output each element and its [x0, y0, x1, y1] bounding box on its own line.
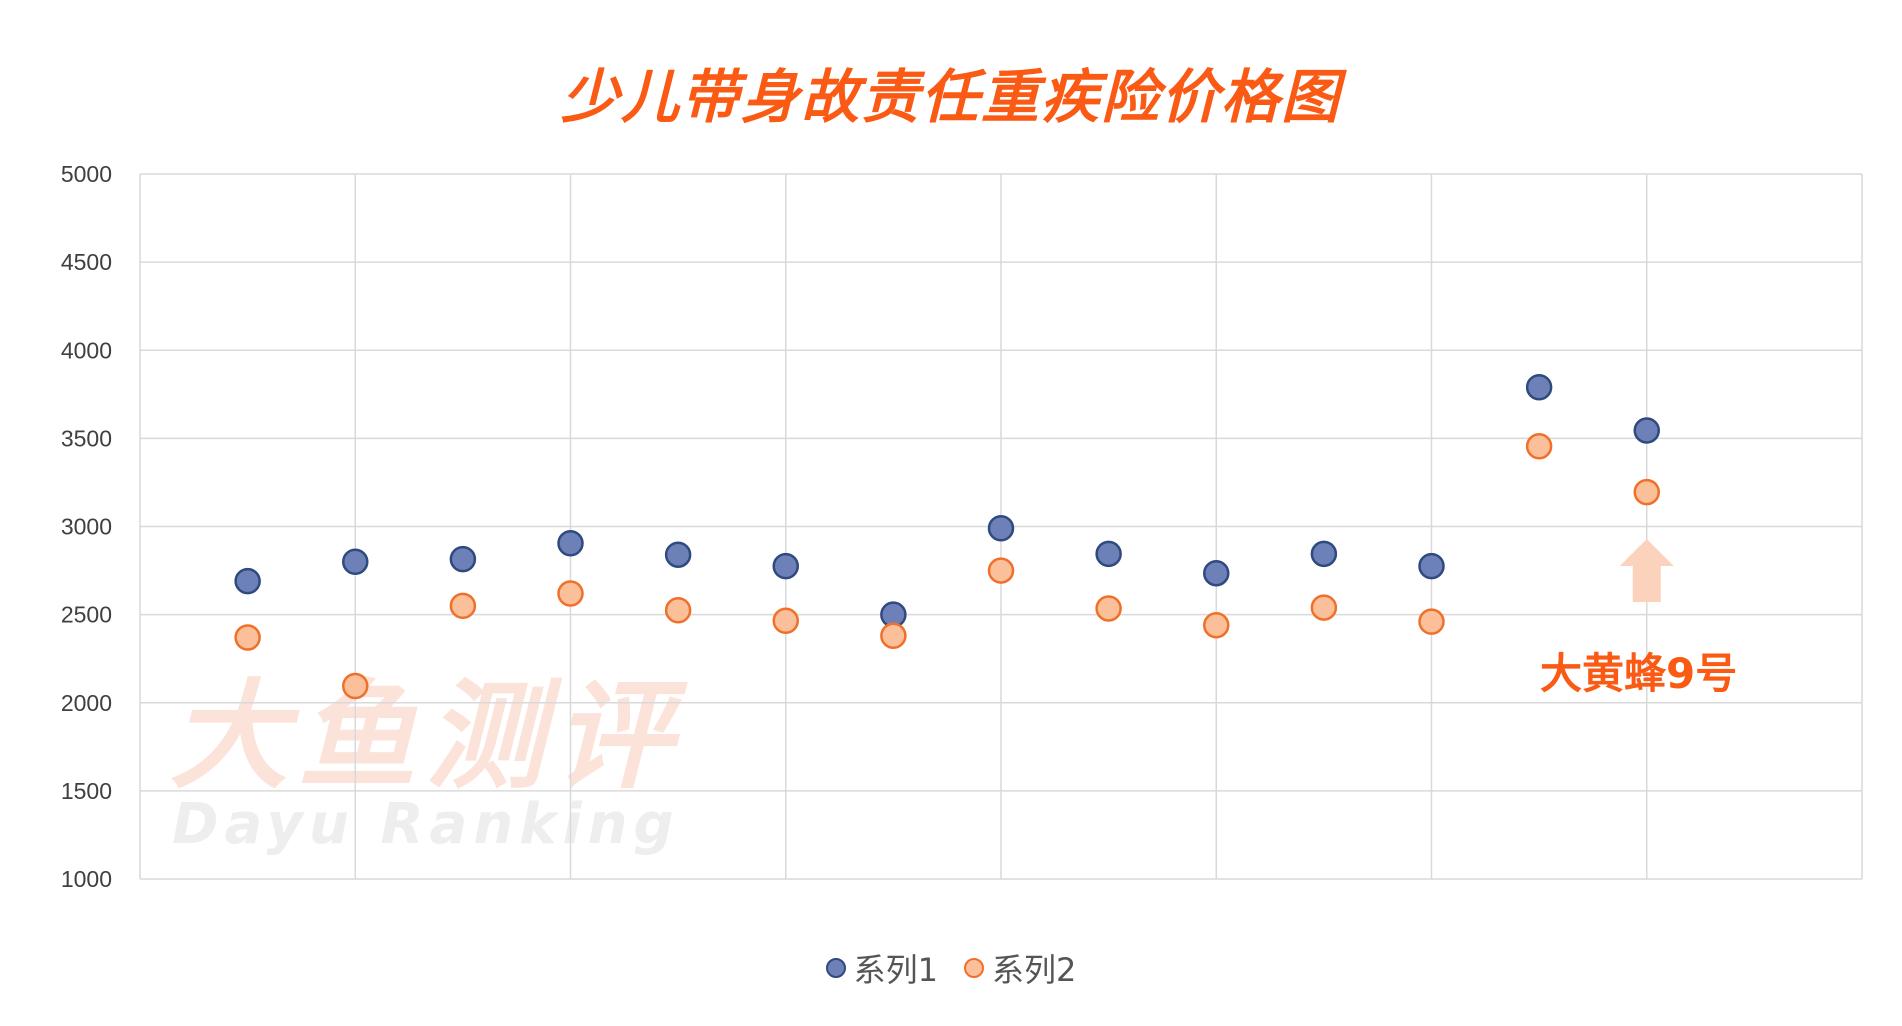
legend-label-series-2: 系列2: [992, 951, 1077, 989]
annotation-arrow: [1619, 539, 1674, 602]
series-1-point[interactable]: [1525, 374, 1553, 401]
series-2-point[interactable]: [234, 624, 261, 651]
series-1-point[interactable]: [1418, 552, 1445, 580]
series-1-point[interactable]: [664, 541, 692, 568]
y-tick-label: 1500: [61, 778, 112, 804]
series-1-point[interactable]: [1310, 540, 1338, 568]
series-1-point[interactable]: [1095, 540, 1122, 568]
y-tick-label: 1000: [61, 866, 112, 892]
legend-marker-series-2: [964, 958, 984, 978]
series-1-point[interactable]: [1203, 559, 1230, 587]
y-tick-label: 3500: [61, 425, 112, 451]
series-2-point[interactable]: [1525, 433, 1553, 460]
series-1-point[interactable]: [1633, 417, 1660, 444]
y-tick-label: 3000: [61, 514, 112, 540]
legend-item-series-1[interactable]: 系列1: [825, 945, 938, 991]
series-1-point[interactable]: [557, 529, 584, 557]
annotation-arrow-layer: [1619, 539, 1674, 602]
legend: 系列1 系列2: [0, 945, 1902, 991]
y-tick-label: 4500: [61, 249, 112, 275]
series-2-point[interactable]: [664, 596, 692, 624]
series-2-point[interactable]: [1095, 595, 1122, 622]
y-tick-label: 5000: [61, 161, 112, 187]
y-tick-label: 2000: [61, 690, 112, 716]
watermark-logo-subtext: Dayu Ranking: [172, 792, 680, 857]
series-2-point[interactable]: [449, 592, 477, 620]
legend-item-series-2[interactable]: 系列2: [964, 945, 1076, 991]
series-2-point[interactable]: [987, 557, 1015, 584]
series-2-point[interactable]: [342, 672, 369, 700]
series-2-point[interactable]: [1633, 478, 1660, 506]
series-1-point[interactable]: [449, 545, 477, 573]
series-2-point[interactable]: [772, 607, 799, 635]
series-1-point[interactable]: [987, 515, 1015, 542]
y-tick-label: 4000: [61, 337, 112, 363]
chart-title: 少儿带身故责任重疾险价格图: [560, 63, 1341, 131]
data-points-layer: [234, 374, 1660, 700]
annotation-label: 大黄蜂9号: [1540, 649, 1738, 698]
y-tick-label: 2500: [61, 602, 112, 628]
legend-marker-series-1: [825, 958, 846, 978]
series-2-point[interactable]: [1203, 611, 1230, 639]
series-2-point[interactable]: [557, 580, 584, 607]
series-2-point[interactable]: [1418, 608, 1445, 635]
series-2-point[interactable]: [880, 622, 907, 650]
watermark-logo-text: 大鱼测评: [170, 667, 683, 805]
series-1-point[interactable]: [772, 552, 799, 580]
series-1-point[interactable]: [342, 548, 369, 575]
y-axis-ticks: 1000 1500 2000 2500 3000 3500 4000 4500 5000: [61, 161, 112, 892]
legend-label-series-1: 系列1: [853, 951, 938, 989]
series-1-point[interactable]: [234, 567, 261, 595]
series-2-point[interactable]: [1310, 594, 1338, 621]
